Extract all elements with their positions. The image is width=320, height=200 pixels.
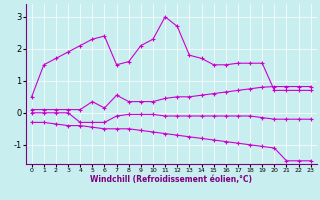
X-axis label: Windchill (Refroidissement éolien,°C): Windchill (Refroidissement éolien,°C) bbox=[90, 175, 252, 184]
